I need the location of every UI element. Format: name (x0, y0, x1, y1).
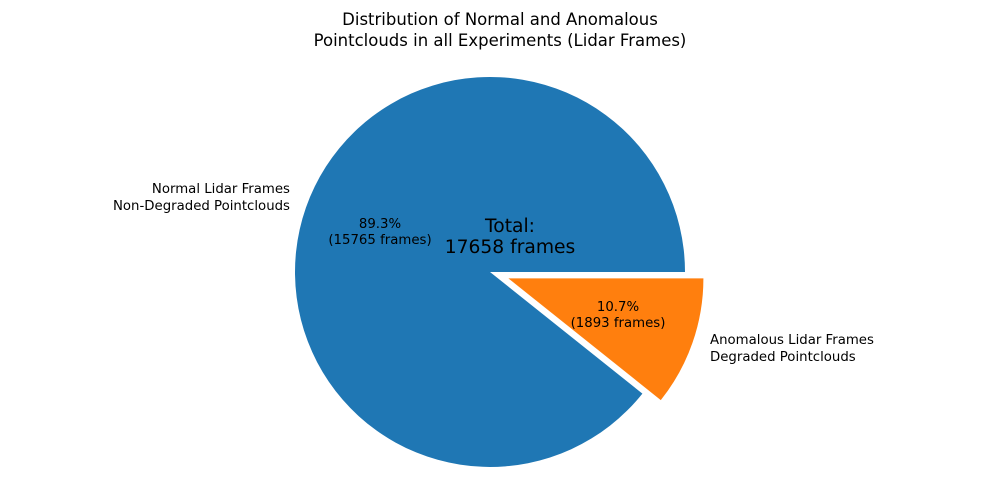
pie-slice-normal (295, 76, 685, 467)
total-annotation: Total: 17658 frames (444, 216, 576, 258)
pct-label-normal: 89.3% (15765 frames) (328, 217, 432, 248)
chart-title: Distribution of Normal and Anomalous Poi… (313, 10, 687, 50)
pie-slice-anomalous (508, 278, 704, 401)
slice-label-anomalous: Anomalous Lidar Frames Degraded Pointclo… (710, 333, 874, 365)
pct-label-anomalous: 10.7% (1893 frames) (570, 300, 666, 331)
slice-label-normal: Normal Lidar Frames Non-Degraded Pointcl… (112, 182, 290, 214)
